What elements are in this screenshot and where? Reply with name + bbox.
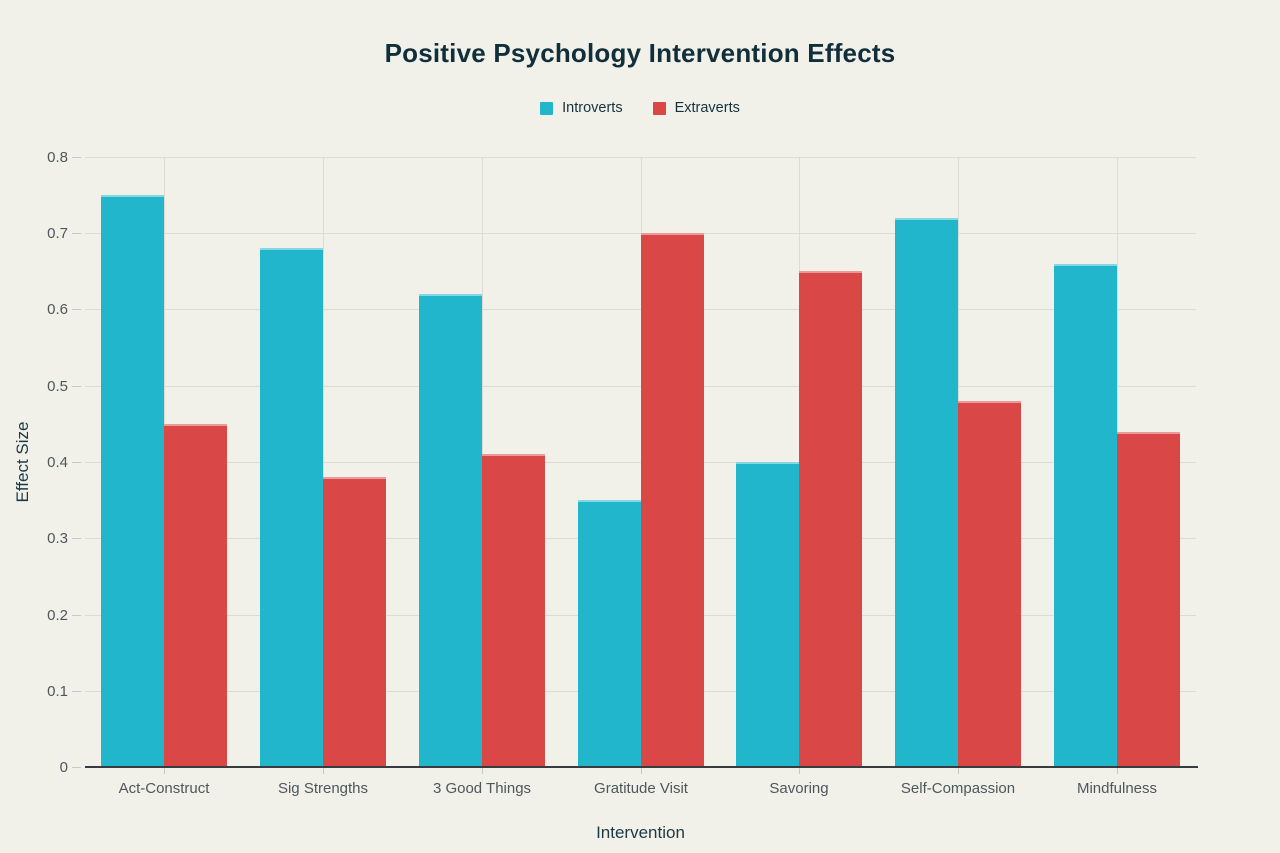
x-gridline	[323, 157, 324, 767]
y-tick-mark	[72, 157, 81, 158]
y-tick-mark	[72, 386, 81, 387]
x-tick-mark	[958, 768, 959, 774]
x-tick-label: Gratitude Visit	[594, 780, 688, 797]
y-tick-mark	[72, 309, 81, 310]
bar-extraverts-3	[641, 233, 704, 767]
legend-item-extraverts[interactable]: Extraverts	[652, 100, 740, 116]
bar-extraverts-4	[799, 271, 862, 767]
y-tick-label: 0.3	[47, 530, 68, 547]
bar-introverts-4	[736, 462, 799, 767]
y-tick-mark	[72, 691, 81, 692]
y-tick-label: 0.1	[47, 683, 68, 700]
bar-extraverts-2	[482, 454, 545, 767]
bar-introverts-2	[419, 294, 482, 767]
bar-introverts-3	[578, 500, 641, 767]
x-tick-mark	[641, 768, 642, 774]
x-tick-mark	[323, 768, 324, 774]
x-tick-label: 3 Good Things	[432, 780, 532, 797]
x-axis-line	[85, 766, 1198, 768]
bar-introverts-6	[1054, 264, 1117, 767]
bar-extraverts-1	[323, 477, 386, 767]
bar-extraverts-0	[164, 424, 227, 767]
bar-introverts-5	[895, 218, 958, 767]
bar-introverts-1	[260, 248, 323, 767]
y-gridline	[85, 233, 1196, 234]
x-tick-label: Mindfulness	[1076, 780, 1158, 797]
legend: Introverts Extraverts	[0, 100, 1280, 116]
y-tick-mark	[72, 767, 81, 768]
x-tick-mark	[482, 768, 483, 774]
y-gridline	[85, 157, 1196, 158]
y-tick-label: 0.7	[47, 225, 68, 242]
y-tick-mark	[72, 233, 81, 234]
x-axis-title: Intervention	[596, 823, 685, 842]
y-tick-mark	[72, 462, 81, 463]
y-gridline	[85, 309, 1196, 310]
legend-label-introverts: Introverts	[562, 100, 623, 116]
x-tick-label: Act-Construct	[118, 780, 210, 797]
introverts-swatch-icon	[540, 101, 554, 115]
chart-title: Positive Psychology Intervention Effects	[384, 38, 896, 68]
y-tick-mark	[72, 538, 81, 539]
y-gridline	[85, 386, 1196, 387]
bar-extraverts-6	[1117, 432, 1180, 767]
y-tick-label: 0.8	[47, 149, 68, 166]
y-tick-label: 0.2	[47, 607, 68, 624]
bar-introverts-0	[101, 195, 164, 767]
y-tick-mark	[72, 615, 81, 616]
x-tick-mark	[164, 768, 165, 774]
y-tick-label: 0.6	[47, 301, 68, 318]
y-tick-label: 0	[59, 759, 68, 776]
x-tick-mark	[1117, 768, 1118, 774]
x-tick-label: Self-Compassion	[900, 780, 1016, 797]
y-tick-label: 0.5	[47, 378, 68, 395]
y-tick-label: 0.4	[47, 454, 68, 471]
x-tick-mark	[799, 768, 800, 774]
legend-label-extraverts: Extraverts	[674, 100, 740, 116]
legend-item-introverts[interactable]: Introverts	[540, 100, 623, 116]
extraverts-swatch-icon	[652, 101, 666, 115]
bar-extraverts-5	[958, 401, 1021, 767]
x-tick-label: Sig Strengths	[277, 780, 369, 797]
x-tick-label: Savoring	[769, 780, 829, 797]
y-axis-title: Effect Size	[13, 421, 32, 503]
y-gridline	[85, 462, 1196, 463]
